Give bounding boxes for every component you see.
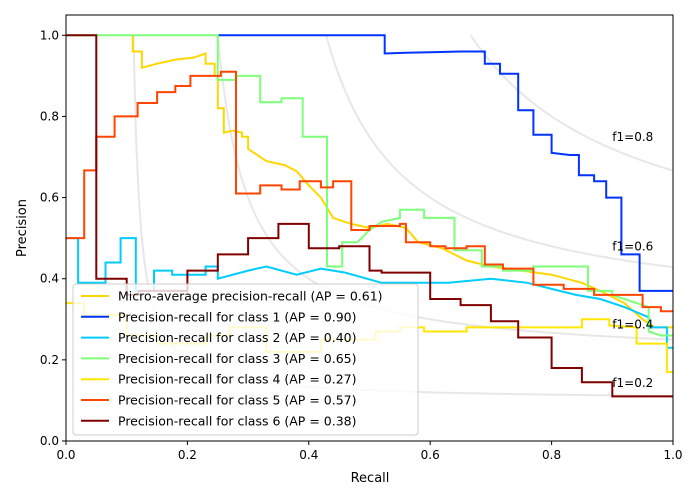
x-tick-label: 0.4 bbox=[299, 448, 318, 462]
legend-entry: Precision-recall for class 4 (AP = 0.27) bbox=[118, 372, 356, 387]
series-line-3 bbox=[66, 34, 673, 337]
x-tick-label: 0.6 bbox=[421, 448, 440, 462]
legend-entry: Precision-recall for class 5 (AP = 0.57) bbox=[118, 393, 356, 408]
x-axis-label: Recall bbox=[351, 471, 390, 486]
x-tick-label: 0.2 bbox=[178, 448, 197, 462]
series-line-1 bbox=[217, 34, 673, 292]
iso-f1-label: f1=0.2 bbox=[612, 376, 653, 390]
axes-frame bbox=[65, 14, 674, 442]
legend-entry: Precision-recall for class 1 (AP = 0.90) bbox=[118, 309, 356, 324]
iso-f1-curve-2 bbox=[325, 35, 673, 269]
x-tick-label: 0.0 bbox=[56, 448, 75, 462]
iso-f1-label: f1=0.8 bbox=[612, 130, 653, 144]
iso-f1-label: f1=0.4 bbox=[612, 318, 653, 332]
y-tick-label: 0.8 bbox=[40, 109, 59, 123]
legend-entry: Precision-recall for class 6 (AP = 0.38) bbox=[118, 413, 356, 428]
iso-f1-curve-1 bbox=[216, 35, 673, 341]
y-tick-label: 0.2 bbox=[40, 353, 59, 367]
series-line-2 bbox=[66, 237, 673, 349]
legend-box bbox=[72, 283, 419, 436]
legend-entry: Precision-recall for class 2 (AP = 0.40) bbox=[118, 330, 356, 345]
series-line-5 bbox=[66, 70, 673, 313]
legend-entry: Micro-average precision-recall (AP = 0.6… bbox=[118, 289, 383, 304]
x-tick-label: 0.8 bbox=[542, 448, 561, 462]
y-tick-label: 1.0 bbox=[40, 28, 59, 42]
y-tick-label: 0.6 bbox=[40, 191, 59, 205]
legend: Micro-average precision-recall (AP = 0.6… bbox=[72, 283, 419, 436]
iso-f1-curve-3 bbox=[469, 34, 673, 172]
iso-f1-label: f1=0.6 bbox=[612, 239, 653, 253]
y-tick-label: 0.0 bbox=[40, 434, 59, 448]
y-axis-label: Precision bbox=[15, 199, 30, 257]
y-tick-label: 0.4 bbox=[40, 272, 59, 286]
x-tick-label: 1.0 bbox=[663, 448, 682, 462]
legend-entry: Precision-recall for class 3 (AP = 0.65) bbox=[118, 351, 356, 366]
